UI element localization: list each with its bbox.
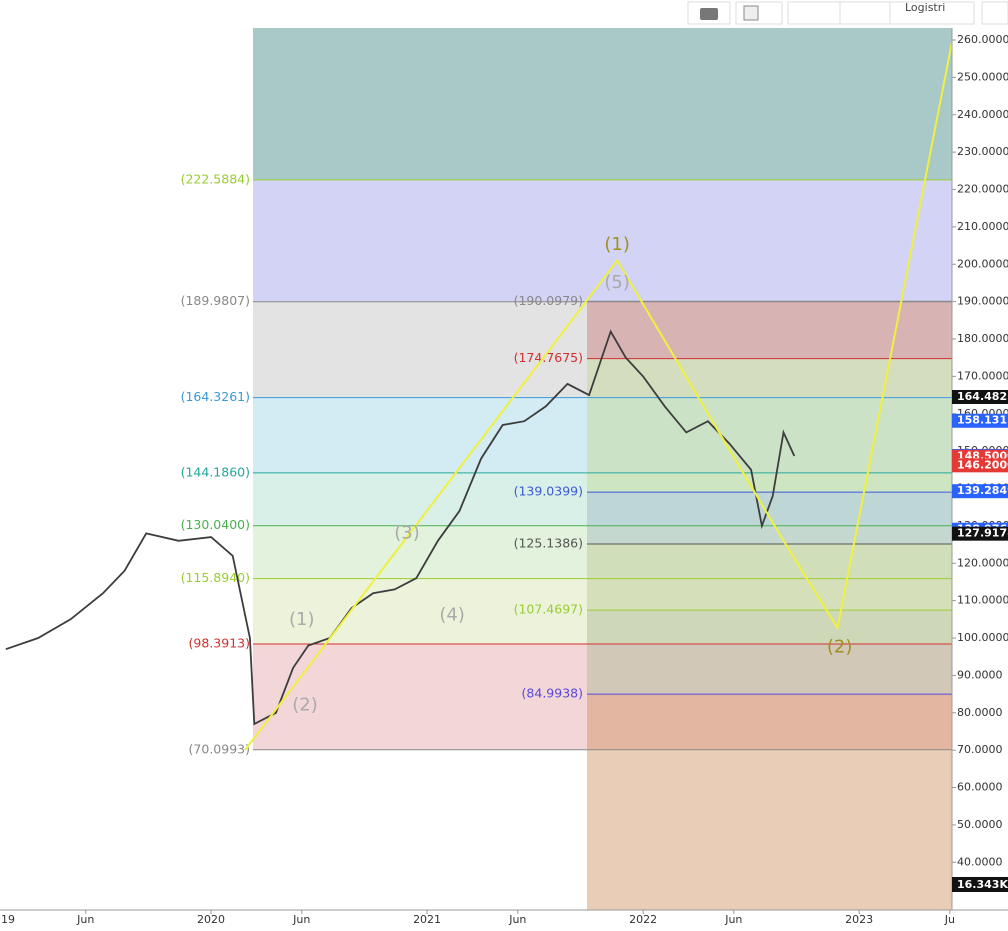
y-tick-label: 60.0000 [957, 781, 1003, 794]
x-tick-label: Ju [944, 913, 955, 926]
fib-band [587, 301, 952, 359]
x-tick-label: 2021 [413, 913, 441, 926]
wave-label: (4) [439, 605, 465, 626]
x-tick-label: Jun [724, 913, 742, 926]
elliott-wave [244, 41, 953, 751]
price-tag [952, 484, 1008, 499]
y-tick-label: 80.0000 [957, 706, 1003, 719]
x-tick-label: Jun [508, 913, 526, 926]
x-tick-label: 2022 [629, 913, 657, 926]
y-tick-label: 50.0000 [957, 818, 1003, 831]
volume-tag: 16.343K [957, 878, 1008, 891]
fib-label: (190.0979) [514, 293, 583, 308]
fib-label: (98.3913) [189, 636, 250, 651]
fib-band [587, 544, 952, 611]
fib-band [253, 28, 952, 180]
fib-label: (174.7675) [514, 350, 583, 365]
wave-label: (3) [394, 522, 420, 543]
fib-band [253, 301, 952, 398]
price-tag-label: 139.2849 [957, 484, 1008, 497]
y-tick-label: 250.0000 [957, 70, 1008, 83]
wave-label: (2) [292, 694, 318, 715]
layout-button[interactable] [735, 1, 783, 25]
y-tick-label: 110.0000 [957, 594, 1008, 607]
price-tag [952, 413, 1008, 428]
fib-band [587, 694, 952, 910]
y-tick-label: 240.0000 [957, 108, 1008, 121]
x-tick-label: 19 [1, 913, 15, 926]
volume-tag-bg [952, 877, 1008, 892]
fullscreen-button[interactable] [981, 1, 1008, 25]
price-tag [952, 458, 1008, 473]
y-tick-label: 190.0000 [957, 295, 1008, 308]
price-tag-label: 158.1312 [957, 414, 1008, 427]
fib-label: (115.8940) [181, 570, 250, 585]
fib-band [587, 610, 952, 695]
y-tick-label: 220.0000 [957, 183, 1008, 196]
fib-label: (84.9938) [522, 686, 583, 701]
x-tick-label: 2023 [845, 913, 873, 926]
y-tick-label: 200.0000 [957, 257, 1008, 270]
fib-label: (139.0399) [514, 484, 583, 499]
price-line [5, 329, 796, 726]
fib-label: (70.0993) [189, 741, 250, 756]
fib-band [253, 525, 952, 579]
wave-label: (1) [289, 609, 315, 630]
fib-label: (164.3261) [181, 389, 250, 404]
fib-band [253, 644, 952, 750]
y-tick-label: 180.0000 [957, 332, 1008, 345]
fib-band [253, 397, 952, 473]
y-tick-label: 260.0000 [957, 33, 1008, 46]
price-tag-label: 127.9178 [957, 527, 1008, 540]
cloud-save-button[interactable] [839, 1, 891, 25]
x-tick-label: 2020 [197, 913, 225, 926]
layout-icon [743, 5, 759, 21]
y-tick-label: 210.0000 [957, 220, 1008, 233]
price-axis [952, 28, 1008, 927]
layout-name: Logistri [905, 1, 945, 14]
price-tag [952, 526, 1008, 541]
wave-label: (5) [604, 272, 630, 293]
fib-label: (125.1386) [514, 536, 583, 551]
y-tick-label: 100.0000 [957, 631, 1008, 644]
x-tick-label: Jun [292, 913, 310, 926]
wave-label: (2) [827, 636, 853, 657]
y-tick-label: 40.0000 [957, 855, 1003, 868]
fib-label: (144.1860) [181, 464, 250, 479]
fib-band [253, 179, 952, 302]
y-tick-label: 90.0000 [957, 668, 1003, 681]
price-tag [952, 390, 1008, 405]
y-tick-label: 120.0000 [957, 556, 1008, 569]
cloud-load-button[interactable] [787, 1, 841, 25]
fib-band [253, 472, 952, 526]
x-tick-label: Jun [76, 913, 94, 926]
wave-label: (1) [604, 234, 630, 255]
fib-band [253, 578, 952, 645]
layout-name-button[interactable] [889, 1, 975, 25]
price-tag-label: 164.4822 [957, 390, 1008, 403]
fib-label: (222.5884) [181, 171, 250, 186]
price-tag-label: 146.2000 [957, 458, 1008, 471]
y-tick-label: 230.0000 [957, 145, 1008, 158]
y-tick-label: 70.0000 [957, 743, 1003, 756]
camera-icon [700, 8, 718, 20]
fib-label: (107.4697) [514, 602, 583, 617]
fib-label: (189.9807) [181, 293, 250, 308]
y-tick-label: 170.0000 [957, 369, 1008, 382]
fib-band [587, 358, 952, 493]
fib-label: (130.0400) [181, 517, 250, 532]
